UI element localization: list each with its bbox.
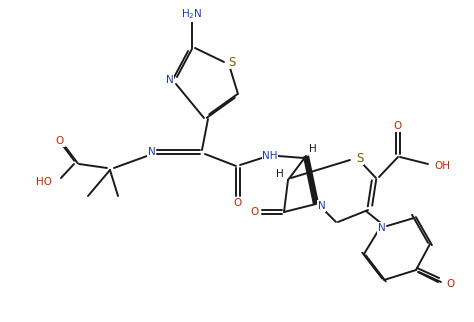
Text: H: H <box>276 169 284 179</box>
Text: N: N <box>318 201 326 211</box>
Text: S: S <box>356 151 364 165</box>
Text: H: H <box>309 144 317 154</box>
Text: O: O <box>251 207 259 217</box>
Text: OH: OH <box>434 161 450 171</box>
Text: N: N <box>378 223 386 233</box>
Text: HO: HO <box>36 177 52 187</box>
Text: O: O <box>234 198 242 208</box>
Text: H$_2$N: H$_2$N <box>181 7 203 21</box>
Text: S: S <box>228 55 236 69</box>
Text: O: O <box>446 279 454 289</box>
Text: NH: NH <box>262 151 278 161</box>
Text: O: O <box>394 121 402 131</box>
Text: N: N <box>166 75 174 85</box>
Text: N: N <box>148 147 156 157</box>
Text: O: O <box>56 136 64 146</box>
